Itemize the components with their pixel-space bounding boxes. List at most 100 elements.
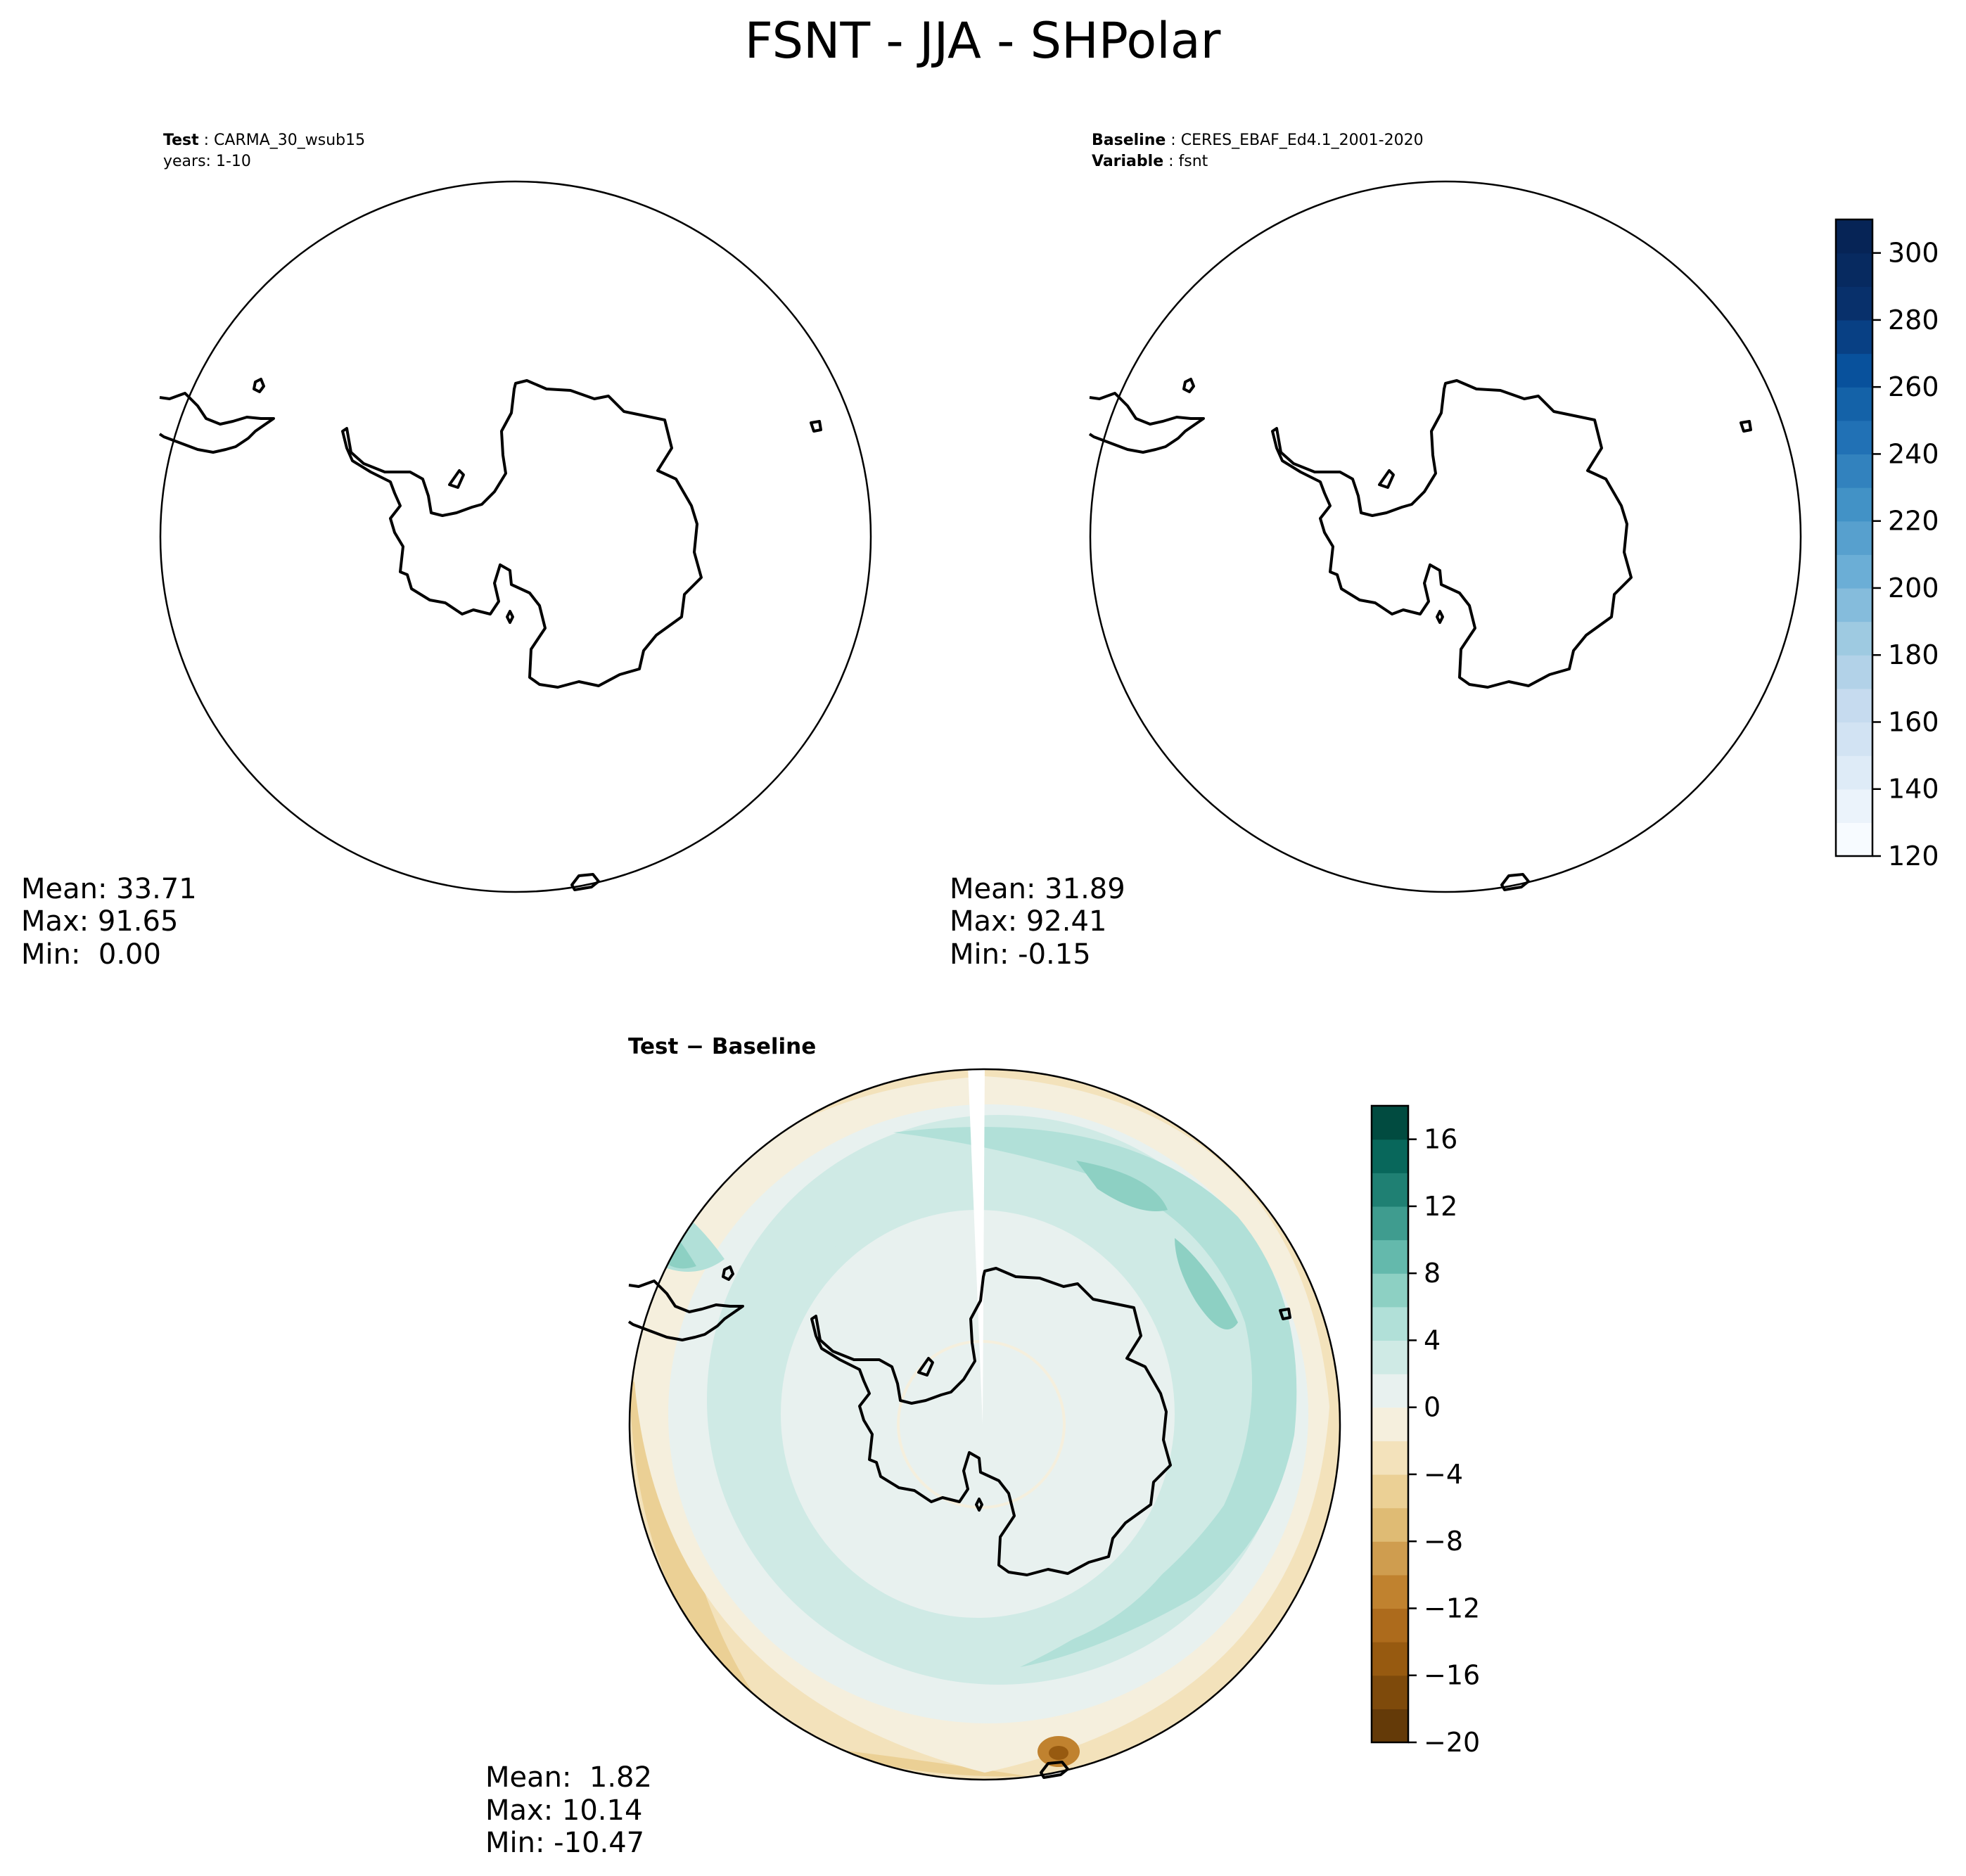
- baseline-colorbar-tick-label-5: 220: [1888, 506, 1939, 537]
- baseline-colorbar-level-17: [1836, 253, 1872, 287]
- baseline-colorbar-level-11: [1836, 454, 1872, 488]
- baseline-colorbar-level-6: [1836, 621, 1872, 656]
- test-stat-max: Max: 91.65: [21, 905, 178, 938]
- baseline-colorbar-level-8: [1836, 554, 1872, 589]
- baseline-colorbar-tick-label-1: 140: [1888, 774, 1939, 805]
- diff-colorbar-level-16: [1372, 1173, 1408, 1207]
- baseline-label-sep: :: [1166, 132, 1180, 149]
- diff-neg-blob-core: [1049, 1746, 1068, 1760]
- baseline-variable-sep: :: [1163, 153, 1178, 170]
- diff-colorbar-level-14: [1372, 1239, 1408, 1274]
- diff-colorbar-level-18: [1372, 1106, 1408, 1140]
- test-label-key: Test: [163, 132, 199, 149]
- diff-colorbar-level-11: [1372, 1340, 1408, 1374]
- baseline-label-value: CERES_EBAF_Ed4.1_2001-2020: [1181, 132, 1424, 149]
- baseline-coastlines: [1088, 378, 1752, 891]
- baseline-colorbar-level-7: [1836, 587, 1872, 623]
- diff-colorbar-level-15: [1372, 1206, 1408, 1241]
- baseline-colorbar-level-9: [1836, 521, 1872, 555]
- diff-colorbar-tick-label-8: 12: [1424, 1191, 1457, 1222]
- baseline-colorbar-level-10: [1836, 487, 1872, 522]
- diff-band-pos-max2: [1175, 1238, 1238, 1329]
- diff-colorbar-level-8: [1372, 1441, 1408, 1475]
- baseline-colorbar-level-18: [1836, 219, 1872, 254]
- baseline-map: [1088, 180, 1802, 893]
- diff-colorbar-level-7: [1372, 1474, 1408, 1509]
- baseline-stat-max: Max: 92.41: [950, 905, 1106, 938]
- diff-stats: Mean: 1.82 Max: 10.14 Min: -10.47: [485, 1761, 652, 1859]
- test-stat-mean: Mean: 33.71: [21, 873, 197, 905]
- diff-colorbar-tick-label-7: 8: [1424, 1258, 1441, 1289]
- baseline-colorbar-tick-label-3: 180: [1888, 639, 1939, 670]
- diff-missing-wedge: [968, 1069, 985, 1424]
- diff-stat-mean: Mean: 1.82: [485, 1761, 652, 1794]
- baseline-colorbar-tick-label-8: 280: [1888, 305, 1939, 336]
- test-label-value: CARMA_30_wsub15: [214, 132, 365, 149]
- diff-field: [630, 1069, 1340, 1780]
- diff-map: [627, 1068, 1341, 1781]
- baseline-colorbar-tick-label-9: 300: [1888, 238, 1939, 269]
- baseline-colorbar-tick-label-7: 260: [1888, 371, 1939, 402]
- diff-colorbar-level-0: [1372, 1709, 1408, 1743]
- diff-map-boundary: [628, 1068, 1341, 1781]
- diff-coastlines: [627, 1265, 1291, 1779]
- figure-title: FSNT - JJA - SHPolar: [745, 12, 1221, 70]
- baseline-colorbar-tick-label-0: 120: [1888, 841, 1939, 872]
- baseline-colorbar-level-5: [1836, 655, 1872, 689]
- diff-panel: Test − Baseline: [485, 1034, 1480, 1859]
- diff-colorbar-level-4: [1372, 1574, 1408, 1609]
- diff-colorbar-tick-label-0: −20: [1424, 1727, 1480, 1758]
- test-years: years: 1-10: [163, 153, 251, 170]
- diff-band-pos-max: [1076, 1161, 1168, 1211]
- test-label: Test : CARMA_30_wsub15: [163, 132, 365, 149]
- diff-colorbar-tick-label-1: −16: [1424, 1660, 1480, 1691]
- test-map-boundary: [159, 180, 872, 893]
- diff-band-warm-bottom: [795, 1744, 1027, 1777]
- baseline-colorbar: 120 140 160 180 200 220 240 260 280 300: [1834, 218, 1939, 872]
- diff-colorbar-frame: [1370, 1104, 1410, 1744]
- baseline-panel: Baseline : CERES_EBAF_Ed4.1_2001-2020 Va…: [950, 132, 1939, 971]
- diff-title: Test − Baseline: [628, 1034, 816, 1059]
- diff-colorbar: −20 −16 −12 −8 −4 0 4 8 12 16: [1370, 1104, 1480, 1758]
- diff-colorbar-level-5: [1372, 1541, 1408, 1576]
- diff-stat-min: Min: -10.47: [485, 1827, 644, 1859]
- baseline-label-key: Baseline: [1092, 132, 1166, 149]
- diff-colorbar-tick-label-5: 0: [1424, 1392, 1441, 1423]
- diff-colorbar-tick-label-4: −4: [1424, 1459, 1463, 1490]
- baseline-colorbar-level-3: [1836, 722, 1872, 756]
- test-coastlines: [158, 378, 822, 891]
- baseline-stat-min: Min: -0.15: [950, 938, 1091, 971]
- baseline-colorbar-level-0: [1836, 822, 1872, 857]
- test-map: [158, 180, 872, 893]
- diff-colorbar-level-2: [1372, 1642, 1408, 1676]
- baseline-colorbar-tick-label-6: 240: [1888, 438, 1939, 469]
- diff-colorbar-level-13: [1372, 1273, 1408, 1308]
- test-label-sep: :: [199, 132, 214, 149]
- diff-colorbar-level-12: [1372, 1306, 1408, 1341]
- baseline-colorbar-level-15: [1836, 319, 1872, 355]
- diff-colorbar-level-9: [1372, 1407, 1408, 1441]
- diff-colorbar-tick-label-6: 4: [1424, 1325, 1441, 1355]
- baseline-map-boundary: [1089, 180, 1802, 893]
- diff-colorbar-level-6: [1372, 1507, 1408, 1542]
- baseline-stats: Mean: 31.89 Max: 92.41 Min: -0.15: [950, 873, 1125, 971]
- test-panel: Test : CARMA_30_wsub15 years: 1-10 Mean:…: [21, 132, 872, 971]
- test-stat-min: Min: 0.00: [21, 938, 161, 971]
- baseline-colorbar-tick-label-4: 200: [1888, 573, 1939, 604]
- diff-colorbar-level-1: [1372, 1675, 1408, 1709]
- baseline-colorbar-level-2: [1836, 755, 1872, 790]
- baseline-colorbar-level-1: [1836, 789, 1872, 823]
- baseline-colorbar-level-14: [1836, 353, 1872, 388]
- baseline-colorbar-tick-label-2: 160: [1888, 706, 1939, 737]
- test-stats: Mean: 33.71 Max: 91.65 Min: 0.00: [21, 873, 197, 971]
- baseline-variable: Variable : fsnt: [1092, 153, 1208, 170]
- baseline-variable-key: Variable: [1092, 153, 1163, 170]
- diff-colorbar-level-17: [1372, 1139, 1408, 1173]
- diff-stat-max: Max: 10.14: [485, 1794, 642, 1827]
- diff-colorbar-tick-label-2: −12: [1424, 1593, 1480, 1623]
- diff-colorbar-level-10: [1372, 1374, 1408, 1408]
- baseline-colorbar-level-4: [1836, 688, 1872, 723]
- baseline-label: Baseline : CERES_EBAF_Ed4.1_2001-2020: [1092, 132, 1424, 149]
- diff-colorbar-level-3: [1372, 1608, 1408, 1642]
